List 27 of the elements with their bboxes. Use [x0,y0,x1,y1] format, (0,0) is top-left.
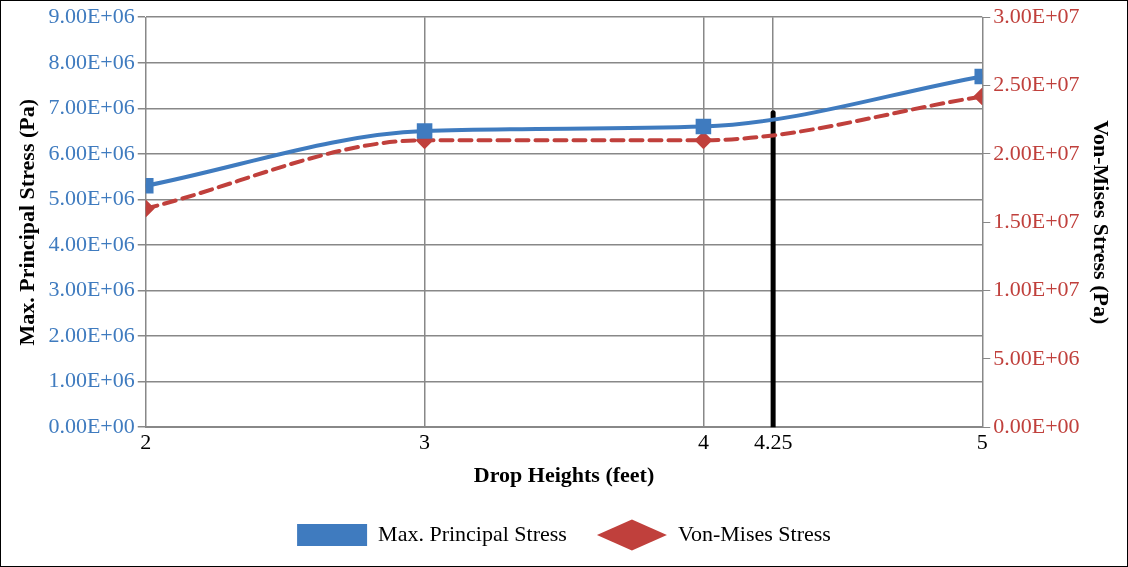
y-tick-label: 4.00E+06 [48,230,135,256]
y2-tick-label: 2.50E+07 [993,71,1080,97]
y2-tick-label: 3.00E+07 [993,2,1080,28]
y-tick-label: 5.00E+06 [48,185,135,211]
legend-label: Max. Principal Stress [378,520,567,546]
x-tick-label: 3 [419,429,431,455]
y-tick-label: 0.00E+00 [48,412,135,438]
y2-tick-label: 2.00E+07 [993,139,1080,165]
x-tick-label: 4 [697,429,709,455]
y2-tick-label: 1.00E+07 [993,276,1080,302]
y2-tick-label: 5.00E+06 [993,344,1080,370]
y-tick-label: 3.00E+06 [48,276,135,302]
y-tick-label: 9.00E+06 [48,2,135,28]
y-axis-title: Max. Principal Stress (Pa) [13,98,39,346]
x-axis-title: Drop Heights (feet) [473,462,655,488]
y-tick-label: 6.00E+06 [48,139,135,165]
y-tick-label: 1.00E+06 [48,367,135,393]
x-tick-label: 5 [976,429,988,455]
y-tick-label: 8.00E+06 [48,48,135,74]
y2-tick-label: 0.00E+00 [993,412,1080,438]
x-tick-label: 4.25 [753,429,793,455]
x-tick-label: 2 [140,429,152,455]
y2-axis-title: Von-Mises Stress (Pa) [1089,120,1115,325]
legend-label: Von-Mises Stress [677,520,831,546]
y-tick-label: 7.00E+06 [48,94,135,120]
y2-tick-label: 1.50E+07 [993,207,1080,233]
y-tick-label: 2.00E+06 [48,321,135,347]
